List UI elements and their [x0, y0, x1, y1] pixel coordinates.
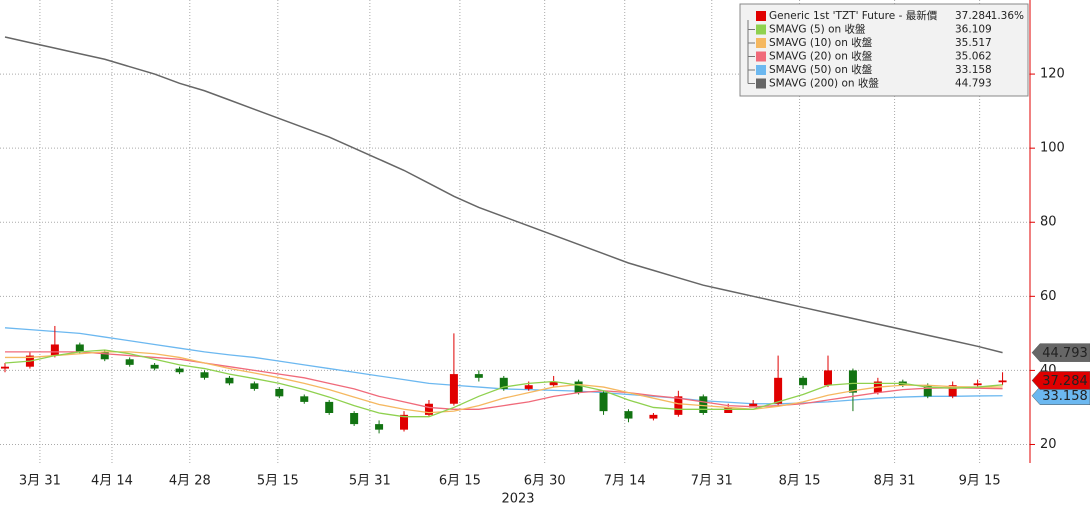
legend-value: 35.062: [955, 51, 992, 63]
legend-label: SMAVG (10) on 收盤: [769, 36, 873, 49]
y-tick-label: 80: [1040, 215, 1057, 230]
x-tick-label: 3月 31: [19, 474, 61, 489]
value-tag: [1031, 343, 1090, 362]
legend-swatch: [756, 65, 766, 75]
candle-body: [973, 383, 982, 386]
candle-body: [699, 396, 708, 413]
x-tick-label: 6月 30: [524, 474, 566, 489]
candle-body: [624, 411, 633, 419]
candle-body: [75, 344, 84, 352]
x-tick-label: 8月 15: [779, 474, 821, 489]
candle-body: [599, 392, 608, 412]
candle-body: [325, 401, 334, 413]
candle-body: [50, 344, 59, 356]
candle-body: [0, 366, 9, 369]
legend-box: [739, 3, 1029, 97]
candle-body: [848, 370, 857, 393]
candle-body: [250, 383, 259, 389]
candle-body: [998, 380, 1007, 383]
x-tick-label: 5月 31: [349, 474, 391, 489]
value-tag-label: 37.284: [1042, 374, 1088, 389]
y-tick-label: 20: [1040, 437, 1057, 452]
value-tags: 33.158 44.793 37.284: [1031, 343, 1090, 405]
legend-value: 33.158: [955, 64, 992, 76]
y-tick-label: 60: [1040, 289, 1057, 304]
candle-body: [474, 374, 483, 378]
x-tick-label: 4月 28: [169, 474, 211, 489]
candle-body: [823, 370, 832, 386]
legend-change: 1.36%: [991, 10, 1024, 22]
legend-value: 36.109: [955, 24, 992, 36]
ma-line: [4, 351, 1003, 414]
legend-value: 37.284: [955, 10, 992, 22]
candle-body: [225, 377, 234, 384]
candle-body: [400, 414, 409, 430]
legend-swatch: [756, 78, 766, 89]
legend-label: SMAVG (5) on 收盤: [769, 23, 866, 36]
legend-swatch: [756, 11, 766, 21]
ma-line: [4, 351, 1003, 410]
legend-label: SMAVG (200) on 收盤: [769, 77, 879, 90]
candle-body: [724, 407, 733, 413]
candle-body: [375, 424, 384, 430]
candle-body: [150, 364, 159, 369]
legend-swatch: [756, 24, 766, 35]
x-tick-label: 6月 15: [439, 474, 481, 489]
ma-line: [4, 36, 1003, 354]
value-tag-label: 33.158: [1042, 389, 1088, 404]
x-tick-label: 4月 14: [91, 474, 133, 489]
candle-body: [524, 385, 533, 389]
legend-label: Generic 1st 'TZT' Future - 最新價: [769, 9, 938, 22]
candle-body: [923, 385, 932, 397]
candle-body: [100, 351, 109, 360]
candle-body: [200, 372, 209, 378]
candle-body: [275, 388, 284, 397]
candle-body: [948, 385, 957, 397]
y-tick-label: 120: [1040, 67, 1065, 82]
legend-label: SMAVG (50) on 收盤: [769, 63, 873, 76]
legend-swatch: [756, 51, 766, 62]
x-tick-label: 5月 15: [257, 474, 299, 489]
candle-body: [125, 359, 134, 365]
x-axis-label: 2023: [501, 492, 534, 507]
x-tick-label: 8月 31: [874, 474, 916, 489]
candle-body: [424, 403, 433, 415]
candle-body: [449, 374, 458, 404]
x-tick-label: 9月 15: [959, 474, 1001, 489]
legend-value: 44.793: [955, 78, 992, 90]
value-tag: [1031, 371, 1090, 390]
candle-body: [574, 381, 583, 393]
candle-body: [674, 396, 683, 415]
y-tick-label: 100: [1040, 141, 1065, 156]
candle-body: [799, 377, 808, 386]
candle-body: [549, 381, 558, 386]
candle-body: [499, 377, 508, 389]
legend-label: SMAVG (20) on 收盤: [769, 50, 873, 63]
candle-body: [774, 377, 783, 404]
plot: [0, 36, 1007, 434]
legend: Generic 1st 'TZT' Future - 最新價 37.2841.36…: [739, 3, 1029, 97]
candle-body: [175, 368, 184, 373]
candle-body: [350, 412, 359, 425]
legend-swatch: [756, 38, 766, 48]
x-tick-label: 7月 14: [604, 474, 646, 489]
legend-value: 35.517: [955, 37, 992, 49]
candle-body: [749, 403, 758, 408]
candle-body: [300, 396, 309, 402]
ma-line: [4, 349, 1003, 418]
candle-body: [649, 414, 658, 419]
value-tag-label: 44.793: [1042, 346, 1088, 361]
x-tick-label: 7月 31: [691, 474, 733, 489]
